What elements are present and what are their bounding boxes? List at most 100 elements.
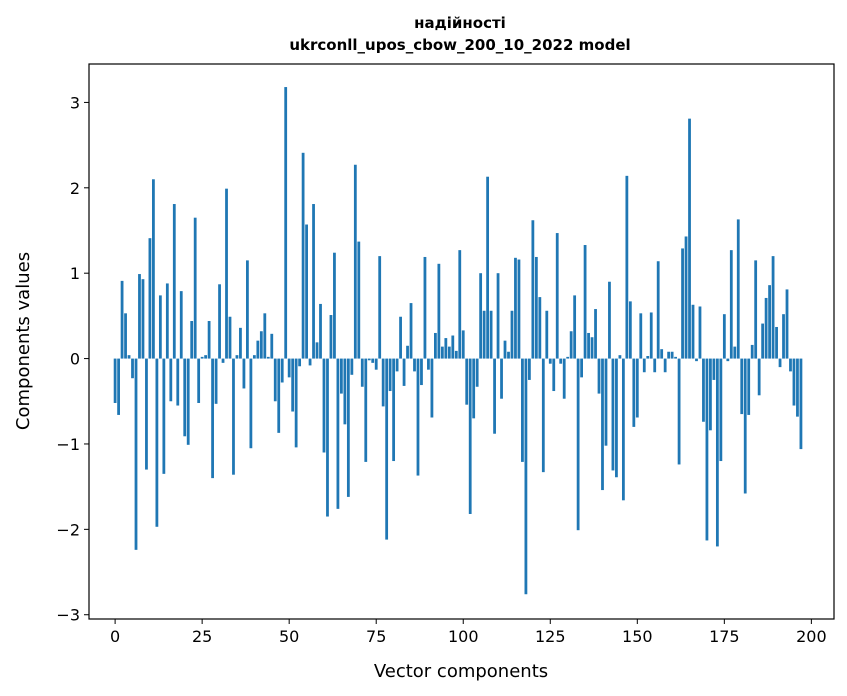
bar: [235, 355, 239, 359]
bar: [719, 358, 723, 462]
bar: [440, 346, 444, 359]
bar: [447, 346, 451, 359]
bar: [566, 356, 570, 359]
bar: [430, 358, 434, 418]
bar: [684, 236, 688, 359]
bar: [312, 204, 315, 359]
bar: [340, 358, 343, 394]
bar: [698, 306, 702, 359]
x-tick-label: 0: [110, 627, 120, 646]
bar: [541, 358, 545, 473]
bar: [333, 252, 336, 359]
bar: [482, 310, 486, 359]
bar: [392, 358, 396, 462]
bar: [378, 256, 382, 359]
y-tick-label: 0: [70, 350, 80, 369]
bar: [594, 309, 597, 359]
bar: [562, 358, 566, 399]
bar: [350, 358, 354, 375]
x-tick-label: 25: [192, 627, 212, 646]
bar: [674, 356, 677, 359]
bar: [242, 358, 246, 389]
bar: [179, 291, 183, 359]
bar: [256, 340, 260, 359]
bar: [249, 358, 253, 449]
bar: [385, 358, 389, 540]
bar: [416, 358, 420, 476]
bar: [207, 321, 211, 359]
bar: [531, 220, 535, 359]
bar: [729, 250, 733, 359]
bar: [305, 224, 308, 359]
bar: [357, 241, 361, 359]
bar: [695, 358, 698, 362]
bar: [527, 358, 531, 380]
bar: [444, 338, 448, 359]
bar: [618, 355, 622, 359]
bar: [134, 358, 138, 550]
bar: [688, 118, 691, 359]
bar: [632, 358, 636, 427]
bar: [246, 260, 249, 359]
bar: [162, 358, 166, 474]
bar: [364, 358, 368, 462]
bar: [677, 358, 681, 465]
bar: [771, 256, 775, 359]
bar: [712, 358, 716, 380]
bar: [266, 356, 270, 359]
bar: [360, 358, 364, 387]
bar: [691, 304, 695, 359]
bar: [458, 250, 462, 359]
bar: [451, 335, 455, 359]
bar: [117, 358, 120, 415]
bar: [642, 358, 646, 373]
x-tick-label: 150: [622, 627, 653, 646]
bar: [722, 314, 726, 359]
bar: [193, 217, 197, 359]
bar: [165, 283, 169, 359]
bar: [503, 340, 507, 359]
bar: [514, 257, 517, 359]
bar: [420, 358, 423, 386]
x-tick-label: 100: [448, 627, 479, 646]
x-tick-label: 175: [709, 627, 740, 646]
y-axis-ticks: −3 −2 −1 0 1 2 3: [56, 93, 89, 625]
bar: [580, 358, 583, 378]
bar: [343, 358, 347, 425]
bar: [639, 313, 643, 359]
x-tick-label: 200: [796, 627, 827, 646]
bar: [329, 315, 333, 359]
bar: [611, 358, 615, 471]
x-tick-label: 50: [279, 627, 299, 646]
bar: [649, 312, 653, 359]
bar: [200, 356, 204, 359]
bar: [663, 358, 667, 373]
bar: [573, 295, 577, 359]
bar: [799, 358, 803, 450]
bar: [670, 351, 674, 359]
bar: [204, 355, 208, 359]
bar: [395, 358, 399, 372]
bar: [702, 358, 705, 422]
bar: [367, 358, 371, 361]
bar: [583, 245, 587, 359]
bar: [635, 358, 639, 418]
bar: [736, 219, 740, 359]
bar: [252, 355, 256, 359]
bar: [733, 346, 737, 359]
bar: [465, 358, 469, 405]
bar: [427, 358, 430, 370]
bar: [468, 358, 472, 514]
bar: [757, 358, 761, 396]
bar: [524, 358, 528, 595]
bar: [141, 279, 145, 359]
bar: [127, 355, 131, 359]
bar: [145, 358, 148, 470]
bar: [754, 260, 758, 359]
bar: [113, 358, 117, 403]
bar: [489, 310, 493, 359]
bar: [381, 358, 385, 407]
bar: [270, 333, 274, 359]
bar: [434, 332, 437, 359]
